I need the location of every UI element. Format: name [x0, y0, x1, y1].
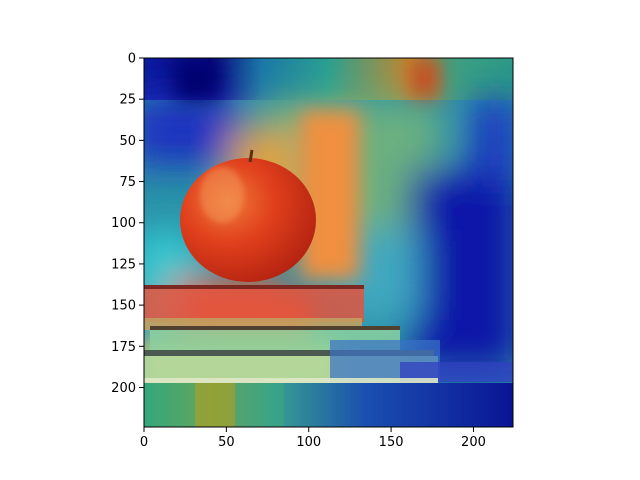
y-tick-label: 0 [128, 52, 136, 67]
apple [180, 149, 316, 282]
y-axis: 0 25 50 75 100 125 150 175 200 [111, 52, 144, 396]
x-tick-label: 50 [218, 435, 235, 450]
x-axis: 0 50 100 150 200 [140, 427, 486, 450]
plot-frame [143, 57, 514, 428]
y-tick-label: 200 [111, 381, 136, 396]
y-tick-label: 175 [111, 340, 136, 355]
x-tick-label: 150 [379, 435, 404, 450]
y-tick-label: 50 [119, 134, 136, 149]
heatmap-image [144, 58, 513, 427]
x-tick-label: 100 [296, 435, 321, 450]
y-tick-label: 125 [111, 257, 136, 272]
y-tick-label: 75 [119, 175, 136, 190]
y-tick-label: 100 [111, 216, 136, 231]
books-stack [144, 285, 513, 383]
y-tick-label: 150 [111, 299, 136, 314]
x-tick-label: 200 [461, 435, 486, 450]
y-tick-label: 25 [119, 93, 136, 108]
x-tick-label: 0 [140, 435, 148, 450]
